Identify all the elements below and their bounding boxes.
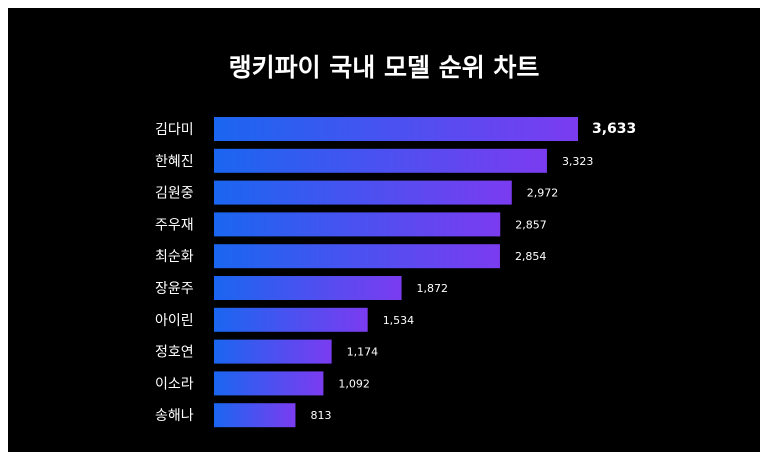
value-label: 2,972 [527, 187, 559, 200]
bar [214, 307, 368, 332]
bar [214, 244, 500, 269]
category-label: 이소라 [155, 376, 194, 392]
category-label: 정호연 [155, 345, 194, 361]
bar [214, 403, 296, 428]
bar [214, 339, 332, 364]
value-label: 813 [310, 409, 331, 422]
bar [214, 117, 578, 141]
bar [214, 276, 402, 300]
bar [214, 148, 547, 173]
value-label: 3,633 [592, 121, 636, 137]
category-label: 장윤주 [155, 281, 194, 297]
chart-title: 랭키파이 국내 모델 순위 차트 [228, 53, 540, 82]
category-label: 최순화 [155, 249, 194, 265]
bar [214, 180, 512, 205]
value-label: 3,323 [562, 155, 594, 168]
category-label: 김원중 [155, 186, 194, 202]
category-label: 아이린 [155, 313, 194, 329]
value-label: 1,092 [338, 377, 370, 390]
bar [214, 212, 501, 237]
bar [214, 371, 324, 396]
value-label: 1,534 [383, 314, 415, 327]
value-label: 1,174 [347, 346, 379, 359]
category-label: 김다미 [155, 122, 194, 138]
category-label: 한혜진 [155, 154, 194, 170]
value-label: 2,854 [515, 250, 547, 263]
value-label: 1,872 [417, 282, 449, 295]
category-label: 주우재 [155, 217, 194, 233]
category-label: 송해나 [155, 408, 194, 424]
value-label: 2,857 [515, 218, 547, 231]
